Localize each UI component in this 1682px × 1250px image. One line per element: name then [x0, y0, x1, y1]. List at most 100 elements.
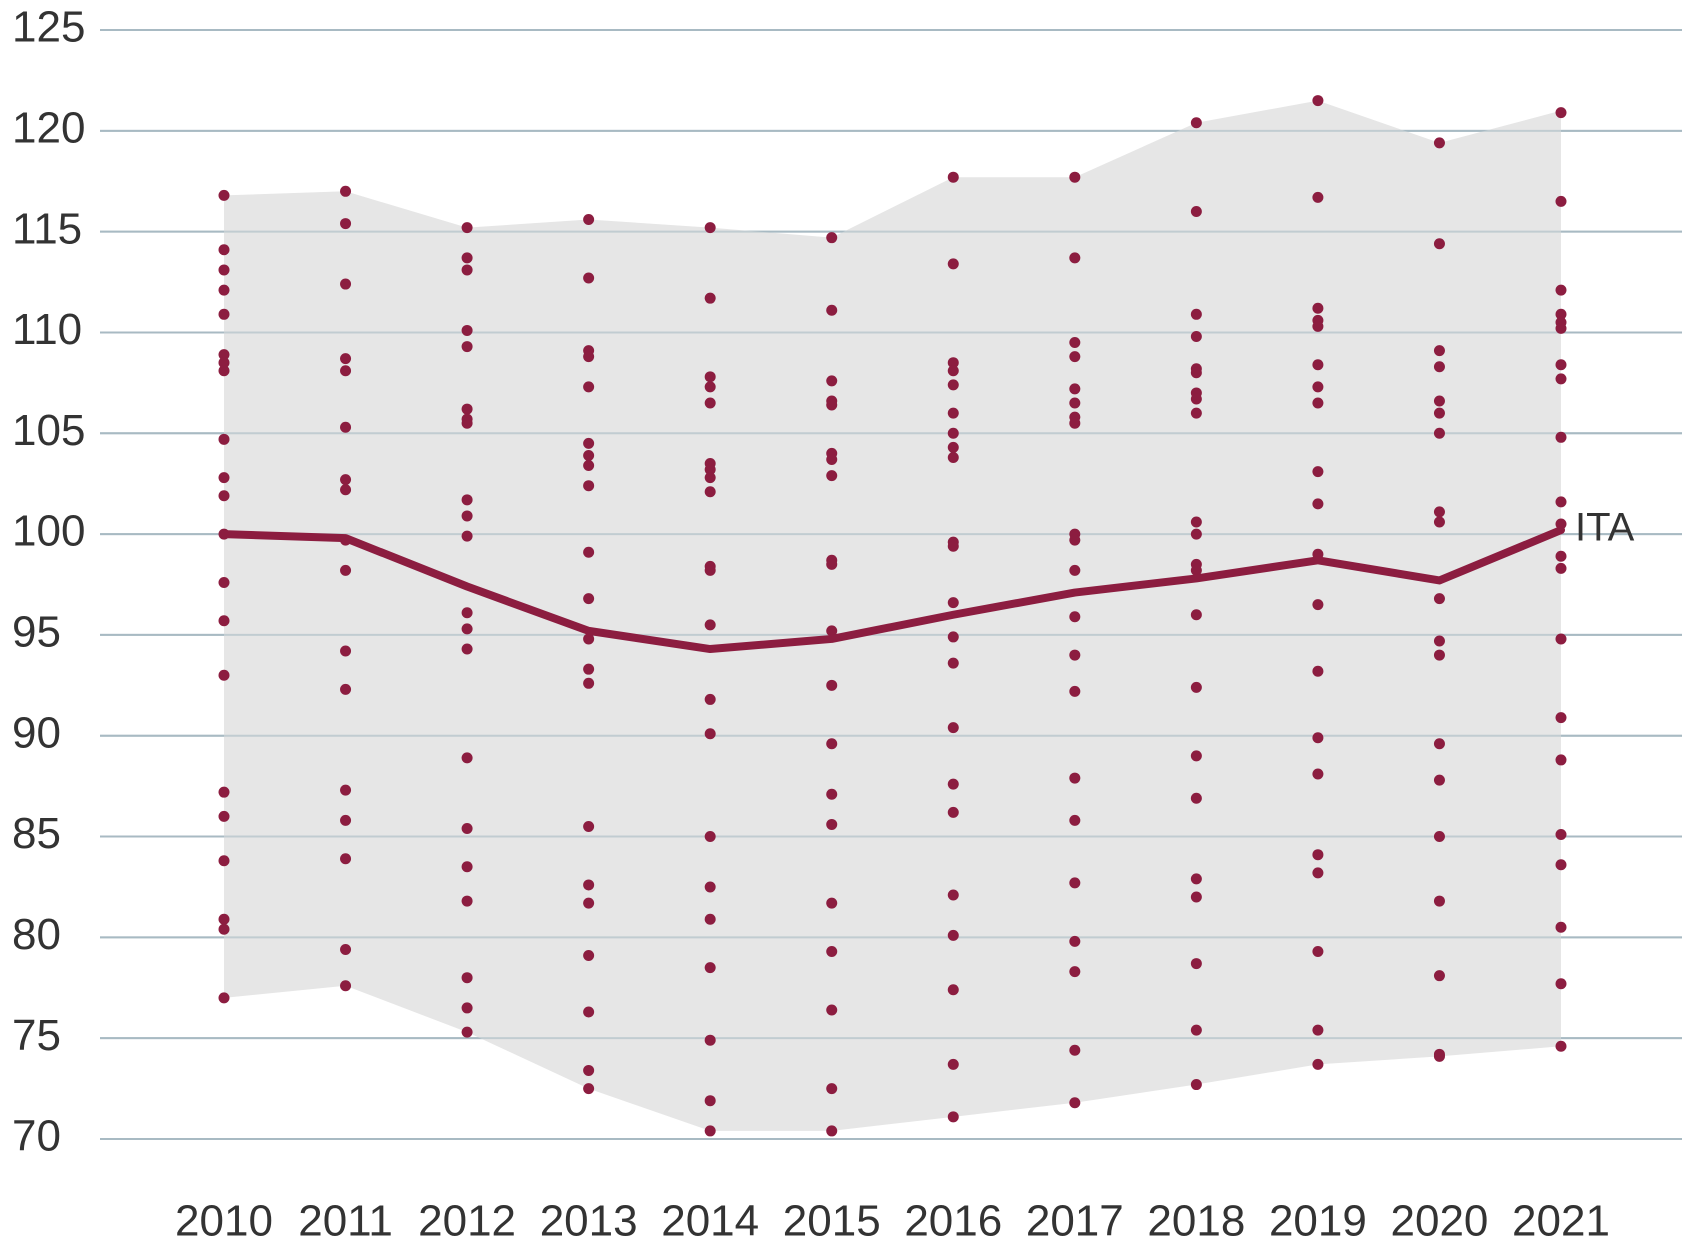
country-dot	[947, 427, 959, 439]
country-dot	[1069, 685, 1081, 697]
country-dot	[1312, 302, 1324, 314]
country-dot	[1190, 958, 1202, 970]
country-dot	[1190, 564, 1202, 576]
country-dot	[461, 417, 473, 429]
country-dot	[826, 1083, 838, 1095]
country-dot	[340, 278, 352, 290]
x-tick-label: 2018	[1147, 1197, 1245, 1246]
y-tick-label: 115	[12, 204, 82, 253]
country-dot	[461, 752, 473, 764]
country-dot	[1312, 191, 1324, 203]
country-dot	[1433, 407, 1445, 419]
country-dot	[1190, 1024, 1202, 1036]
country-dot	[1555, 107, 1567, 119]
country-dot	[947, 258, 959, 270]
country-dot	[1433, 635, 1445, 647]
country-dot	[1069, 877, 1081, 889]
country-dot	[826, 818, 838, 830]
country-dot	[340, 853, 352, 865]
country-dot	[583, 460, 595, 472]
country-dot	[826, 897, 838, 909]
country-dot	[1069, 397, 1081, 409]
country-dot	[1312, 849, 1324, 861]
country-dot	[1312, 1058, 1324, 1070]
country-dot	[826, 1125, 838, 1137]
country-dot	[340, 353, 352, 365]
country-dot	[1555, 921, 1567, 933]
country-dot	[1312, 397, 1324, 409]
country-dot	[1433, 427, 1445, 439]
country-dot	[461, 341, 473, 353]
country-dot	[583, 820, 595, 832]
country-dot	[461, 222, 473, 234]
country-dot	[461, 972, 473, 984]
country-dot	[1433, 649, 1445, 661]
country-dot	[947, 441, 959, 453]
country-dot	[1433, 361, 1445, 373]
x-tick-label: 2014	[661, 1197, 759, 1246]
x-tick-label: 2011	[298, 1197, 393, 1246]
country-dot	[1312, 768, 1324, 780]
country-dot	[1312, 867, 1324, 879]
country-dot	[704, 371, 716, 383]
country-dot	[1190, 407, 1202, 419]
y-tick-label: 120	[12, 103, 85, 152]
country-dot	[461, 494, 473, 506]
country-dot	[340, 218, 352, 230]
country-dot	[947, 379, 959, 391]
country-dot	[1069, 351, 1081, 363]
country-dot	[704, 486, 716, 498]
country-dot	[218, 365, 230, 377]
country-dot	[947, 929, 959, 941]
country-dot	[1190, 891, 1202, 903]
y-tick-label: 125	[12, 3, 85, 52]
country-dot	[1555, 284, 1567, 296]
country-dot	[704, 693, 716, 705]
country-dot	[340, 185, 352, 197]
country-dot	[826, 738, 838, 750]
country-dot	[704, 397, 716, 409]
country-dot	[704, 222, 716, 234]
country-dot	[218, 992, 230, 1004]
country-dot	[947, 806, 959, 818]
country-dot	[1069, 564, 1081, 576]
country-dot	[340, 784, 352, 796]
x-tick-label: 2012	[418, 1197, 516, 1246]
country-dot	[1312, 599, 1324, 611]
country-dot	[218, 264, 230, 276]
country-dot	[583, 480, 595, 492]
country-dot	[1433, 137, 1445, 149]
country-dot	[826, 679, 838, 691]
country-dot	[218, 786, 230, 798]
country-dot	[1190, 516, 1202, 528]
country-dot	[1555, 373, 1567, 385]
country-dot	[583, 437, 595, 449]
country-dot	[1069, 383, 1081, 395]
country-dot	[1190, 681, 1202, 693]
country-dot	[1555, 195, 1567, 207]
country-dot	[1312, 1024, 1324, 1036]
country-dot	[583, 1006, 595, 1018]
range-band	[224, 100, 1561, 1131]
country-dot	[583, 351, 595, 363]
country-dot	[461, 1002, 473, 1014]
country-dot	[1190, 367, 1202, 379]
country-dot	[947, 984, 959, 996]
country-dot	[1069, 935, 1081, 947]
country-dot	[1190, 792, 1202, 804]
country-dot	[1555, 518, 1567, 530]
country-dot	[947, 631, 959, 643]
country-dot	[704, 728, 716, 740]
country-dot	[826, 399, 838, 411]
country-dot	[340, 814, 352, 826]
y-tick-label: 80	[12, 910, 61, 959]
country-dot	[704, 1034, 716, 1046]
country-dot	[340, 421, 352, 433]
country-dot	[583, 546, 595, 558]
country-dot	[583, 897, 595, 909]
country-dot	[1555, 754, 1567, 766]
country-dot	[704, 913, 716, 925]
series-line	[220, 526, 1565, 654]
country-dot	[704, 1125, 716, 1137]
